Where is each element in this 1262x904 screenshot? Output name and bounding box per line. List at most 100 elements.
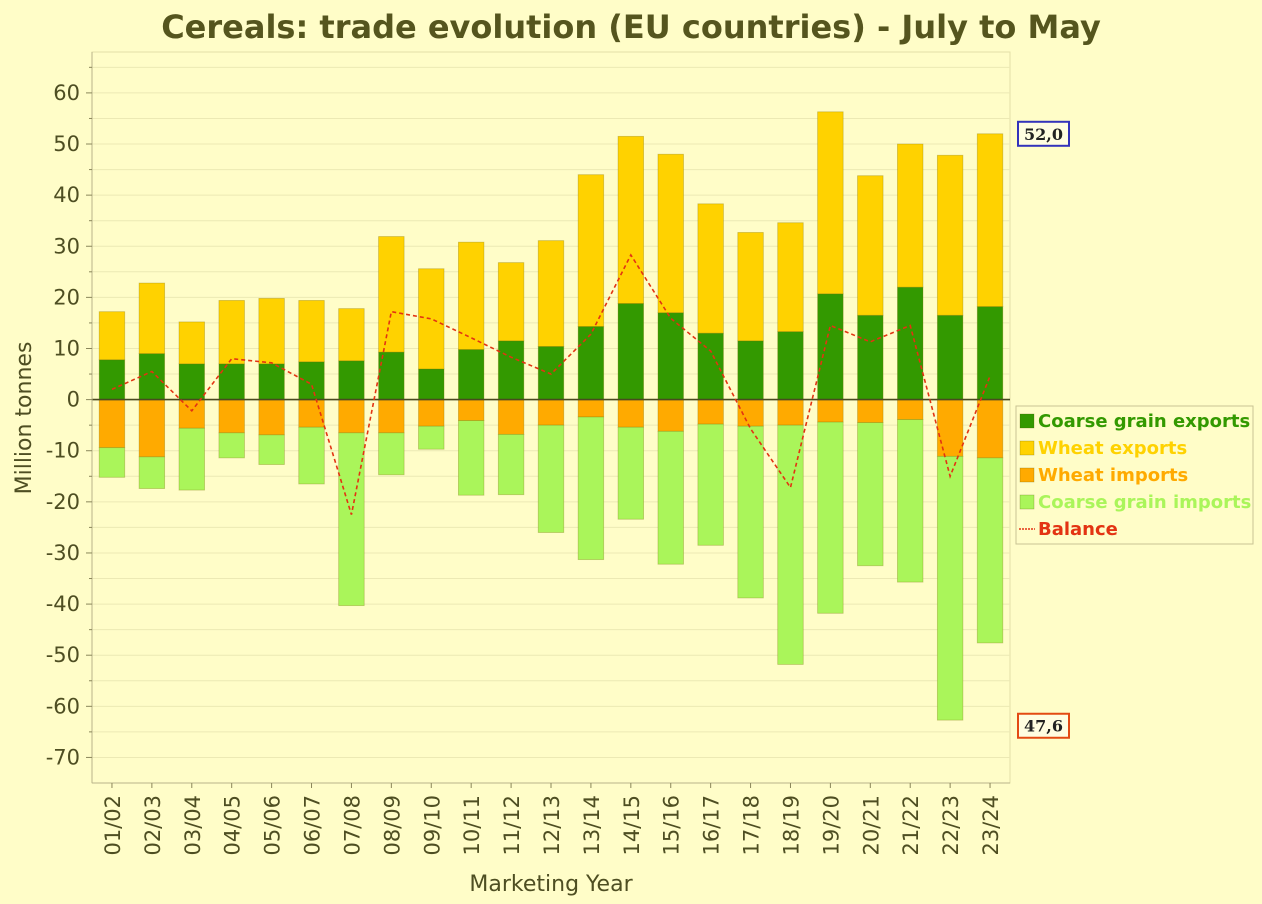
legend-swatch [1019, 467, 1035, 483]
bar-coarse-grain-exports [857, 314, 884, 401]
value-badge [1017, 712, 1070, 739]
bar-wheat-exports [497, 262, 525, 342]
y-tick-label: 10 [53, 336, 80, 360]
x-tick-label: 08/09 [380, 795, 404, 856]
bar-coarse-grain-exports [218, 363, 245, 401]
bar-wheat-exports [378, 236, 405, 353]
bar-coarse-grain-imports [897, 419, 924, 583]
balance-series-line [111, 253, 991, 515]
bar-coarse-grain-imports [737, 425, 764, 599]
value-badges: 52,0 47,6 [1017, 120, 1070, 739]
bar-coarse-grain-exports [936, 314, 964, 401]
x-tick-label: 01/02 [101, 795, 125, 856]
x-tick-label: 16/17 [700, 795, 724, 856]
x-tick-label: 05/06 [261, 795, 285, 856]
bar-wheat-exports [617, 135, 644, 304]
x-tick-label: 06/07 [301, 795, 325, 856]
bar-coarse-grain-imports [777, 424, 804, 665]
bar-wheat-exports [657, 153, 684, 314]
legend-label: Wheat exports [1038, 438, 1187, 459]
bar-coarse-grain-exports [697, 332, 724, 401]
bar-coarse-grain-exports [178, 363, 205, 401]
legend: Coarse grain exports Wheat exports Wheat i… [1015, 405, 1254, 545]
bar-coarse-grain-exports [976, 306, 1004, 401]
x-tick-label: 13/14 [580, 795, 604, 856]
bar-coarse-grain-imports [817, 421, 844, 614]
bar-coarse-grain-imports [577, 416, 605, 561]
bar-wheat-exports [178, 321, 205, 365]
bar-coarse-grain-exports [378, 351, 405, 401]
legend-label: Wheat imports [1038, 465, 1188, 486]
bar-coarse-grain-imports [338, 432, 365, 607]
y-axis-label: Million tonnes [12, 342, 37, 495]
bar-wheat-imports [98, 399, 126, 449]
x-tick-label: 03/04 [181, 795, 205, 856]
bar-wheat-imports [936, 399, 964, 457]
x-tick-label: 10/11 [460, 795, 484, 856]
legend-box [1015, 405, 1254, 545]
bar-wheat-imports [657, 399, 684, 432]
bar-coarse-grain-imports [697, 423, 724, 546]
value-badge-text: 47,6 [1024, 717, 1063, 736]
bar-wheat-exports [458, 241, 485, 350]
bar-wheat-exports [258, 297, 285, 365]
x-tick-label: 11/12 [500, 795, 524, 856]
y-tick-label: 50 [53, 132, 80, 156]
bar-coarse-grain-exports [617, 303, 644, 401]
bar-wheat-exports [976, 133, 1004, 307]
bar-wheat-imports [577, 399, 605, 418]
bar-coarse-grain-exports [298, 361, 325, 401]
bar-coarse-grain-imports [497, 433, 525, 496]
x-tick-label: 19/20 [819, 795, 843, 856]
legend-label: Coarse grain imports [1038, 492, 1251, 513]
bar-coarse-grain-imports [857, 422, 884, 567]
bar-wheat-exports [936, 154, 964, 316]
bar-wheat-imports [258, 399, 285, 436]
bar-coarse-grain-exports [338, 360, 365, 401]
bar-coarse-grain-imports [98, 447, 126, 478]
bar-coarse-grain-imports [418, 425, 445, 450]
bar-coarse-grain-imports [178, 427, 205, 491]
value-badge [1017, 120, 1070, 147]
bar-wheat-exports [897, 143, 924, 288]
bar-coarse-grain-exports [497, 340, 525, 401]
x-tick-label: 07/08 [340, 795, 364, 856]
bar-coarse-grain-exports [418, 368, 445, 401]
bar-wheat-imports [178, 399, 205, 429]
bar-wheat-imports [857, 399, 884, 424]
bar-coarse-grain-imports [976, 457, 1004, 644]
bar-wheat-exports [697, 203, 724, 334]
y-tick-label: 60 [53, 81, 80, 105]
bar-wheat-exports [537, 240, 565, 347]
bar-coarse-grain-imports [617, 426, 644, 520]
bar-wheat-imports [697, 399, 724, 425]
bar-coarse-grain-exports [737, 340, 764, 401]
y-tick-label: 20 [53, 285, 80, 309]
bar-wheat-exports [418, 268, 445, 370]
bar-wheat-imports [418, 399, 445, 427]
bar-wheat-exports [817, 111, 844, 295]
bar-wheat-imports [976, 399, 1004, 459]
x-tick-label: 15/16 [660, 795, 684, 856]
x-axis: 01/02 02/03 03/04 04/05 05/06 06/07 07/08 08/09… [92, 782, 1010, 856]
bar-wheat-imports [897, 399, 924, 420]
bar-wheat-imports [378, 399, 405, 434]
legend-label: Balance [1038, 519, 1118, 540]
bar-coarse-grain-imports [657, 430, 684, 565]
bar-coarse-grain-exports [258, 363, 285, 401]
x-tick-label: 12/13 [540, 795, 564, 856]
legend-swatch [1019, 440, 1035, 456]
bar-coarse-grain-imports [458, 420, 485, 496]
bar-coarse-grain-exports [817, 293, 844, 401]
bar-coarse-grain-exports [657, 312, 684, 401]
y-axis: 60 50 40 30 20 10 0 -10 -20 -30 -40 -50 -60 -70 [46, 52, 93, 783]
bar-wheat-exports [737, 232, 764, 342]
x-tick-label: 09/10 [420, 795, 444, 856]
legend-swatch [1019, 413, 1035, 429]
bar-coarse-grain-imports [218, 432, 245, 459]
bar-wheat-imports [617, 399, 644, 428]
bar-coarse-grain-exports [897, 286, 924, 401]
y-tick-label: -60 [46, 694, 80, 718]
y-tick-label: 30 [53, 234, 80, 258]
